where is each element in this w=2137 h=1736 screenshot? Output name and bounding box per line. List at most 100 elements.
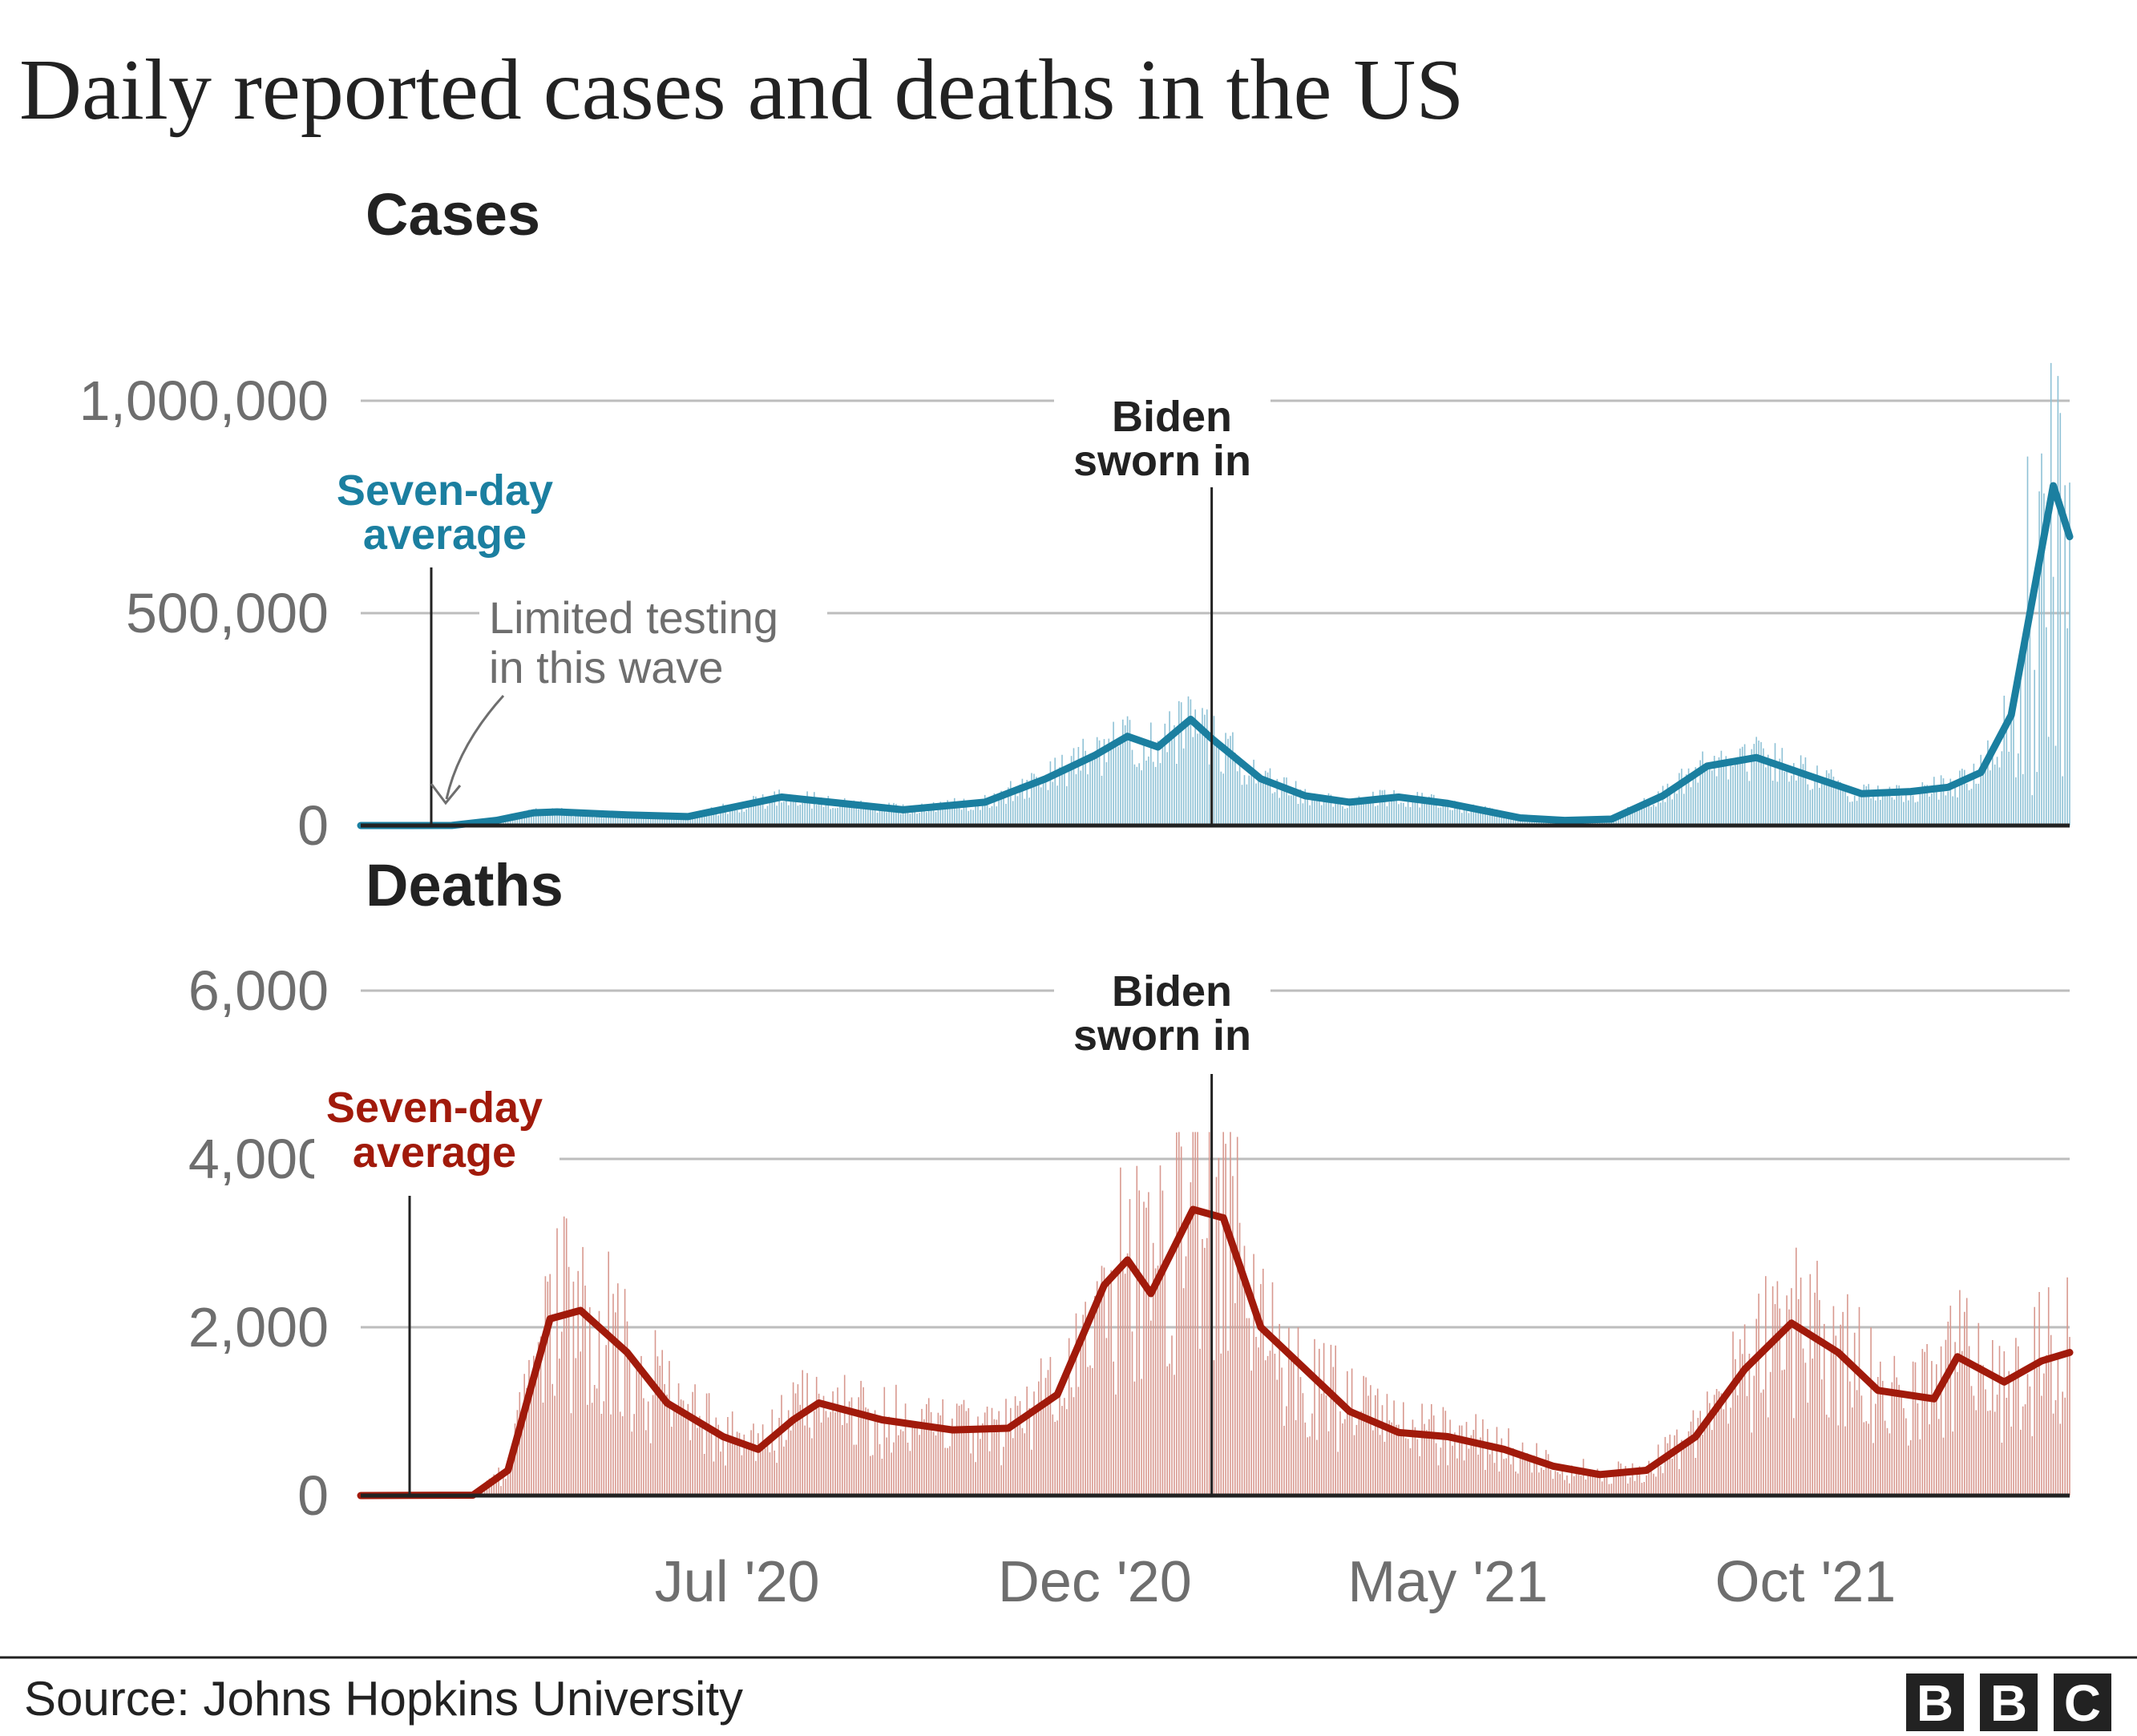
- daily-bar: [1933, 777, 1935, 826]
- daily-bar: [1901, 1392, 1902, 1496]
- daily-bar: [539, 1336, 542, 1496]
- daily-bar: [556, 810, 558, 826]
- daily-bar: [1926, 1344, 1928, 1496]
- daily-bar: [792, 1382, 794, 1496]
- daily-bar: [1080, 1346, 1082, 1496]
- daily-bar: [1314, 1338, 1315, 1496]
- daily-bar: [1753, 744, 1755, 826]
- daily-bar: [1452, 1445, 1453, 1496]
- daily-bar: [615, 1312, 616, 1496]
- daily-bar: [1218, 748, 1220, 826]
- daily-bar: [839, 1407, 841, 1496]
- daily-bar: [1767, 754, 1769, 826]
- daily-bar: [1092, 759, 1093, 826]
- daily-bar: [774, 791, 775, 826]
- daily-bar: [871, 807, 874, 826]
- daily-bar: [898, 812, 899, 826]
- daily-bar: [1440, 807, 1442, 826]
- daily-bar: [1105, 762, 1108, 826]
- daily-bar: [615, 812, 616, 826]
- daily-bar: [2024, 640, 2026, 826]
- daily-bar: [2031, 1435, 2034, 1496]
- deaths-panel-title: Deaths: [366, 852, 564, 918]
- daily-bar: [1059, 767, 1060, 826]
- daily-bar: [1283, 1425, 1285, 1496]
- daily-bar: [996, 806, 998, 826]
- daily-bar: [1190, 699, 1192, 826]
- daily-bar: [860, 800, 862, 826]
- daily-bar: [2054, 745, 2057, 826]
- daily-bar: [1996, 1395, 1998, 1496]
- daily-bar: [774, 1450, 775, 1496]
- daily-bar: [1185, 1256, 1187, 1496]
- daily-bar: [1066, 785, 1068, 826]
- daily-bar: [556, 1228, 558, 1496]
- daily-bar: [745, 1443, 747, 1496]
- daily-bar: [1791, 775, 1792, 826]
- daily-bar: [624, 815, 626, 826]
- daily-bar: [729, 1437, 731, 1496]
- daily-bar: [818, 1393, 820, 1496]
- daily-bar: [1912, 795, 1914, 826]
- daily-bar: [1117, 1274, 1119, 1496]
- daily-bar: [1763, 1389, 1764, 1496]
- daily-bar: [2046, 627, 2047, 826]
- daily-bar: [1005, 803, 1007, 826]
- daily-bar: [1424, 1423, 1425, 1496]
- daily-bar: [1765, 767, 1767, 826]
- cases-biden-bg: [1054, 385, 1270, 489]
- daily-bar: [549, 1274, 551, 1496]
- daily-bar: [984, 1412, 986, 1496]
- deaths-avg-label-line2: average: [353, 1128, 516, 1177]
- daily-bar: [1319, 1348, 1320, 1496]
- daily-bar: [628, 813, 631, 826]
- daily-bar: [2036, 1368, 2038, 1496]
- daily-bar: [2064, 485, 2066, 826]
- daily-bar: [1208, 1132, 1210, 1496]
- daily-bar: [1982, 1365, 1984, 1496]
- daily-bar: [865, 1407, 867, 1496]
- daily-bar: [1554, 1471, 1557, 1496]
- daily-bar: [899, 1429, 902, 1496]
- daily-bar: [858, 1397, 859, 1496]
- daily-bar: [1404, 1438, 1407, 1496]
- daily-bar: [1435, 802, 1437, 826]
- daily-bar: [1044, 774, 1047, 826]
- daily-bar: [1325, 797, 1327, 826]
- daily-bar: [1865, 1421, 1868, 1496]
- daily-bar: [1049, 761, 1052, 826]
- daily-bar: [1837, 780, 1840, 826]
- daily-bar: [1824, 1323, 1825, 1496]
- daily-bar: [1047, 789, 1049, 826]
- daily-bar: [1150, 722, 1152, 826]
- daily-bar: [1403, 1402, 1404, 1496]
- daily-bar: [1396, 1424, 1397, 1496]
- daily-bar: [893, 1442, 895, 1496]
- daily-bar: [1699, 760, 1701, 826]
- daily-bar: [582, 809, 584, 826]
- daily-bar: [1115, 745, 1117, 826]
- daily-bar: [1360, 1411, 1363, 1496]
- limited-testing-arrow: [445, 694, 505, 800]
- daily-bar: [656, 817, 659, 826]
- daily-bar: [1407, 799, 1409, 826]
- daily-bar: [682, 818, 685, 826]
- daily-bar: [1975, 783, 1977, 826]
- daily-bar: [1886, 1427, 1889, 1496]
- daily-bar: [1821, 1379, 1823, 1496]
- daily-bar: [1021, 778, 1024, 826]
- daily-bar: [1452, 809, 1453, 826]
- daily-bar: [947, 1447, 948, 1496]
- daily-bar: [815, 1376, 818, 1496]
- daily-bar: [593, 818, 596, 826]
- daily-bar: [2015, 777, 2017, 826]
- daily-bar: [1763, 748, 1764, 826]
- daily-bar: [1082, 738, 1084, 826]
- daily-bar: [1796, 1247, 1797, 1496]
- daily-bar: [519, 1392, 521, 1496]
- daily-bar: [638, 1371, 640, 1496]
- daily-bar: [685, 1413, 687, 1496]
- daily-bar: [1360, 800, 1363, 826]
- daily-bar: [1068, 769, 1070, 826]
- x-tick-label: Oct '21: [1715, 1550, 1896, 1614]
